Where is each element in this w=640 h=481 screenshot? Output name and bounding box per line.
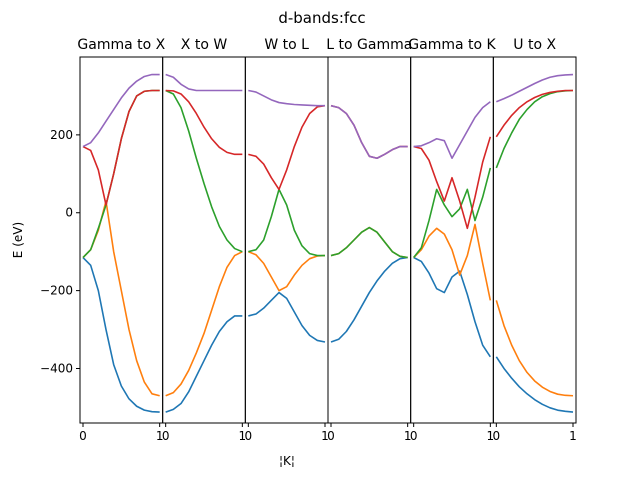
- panel-title: U to X: [513, 37, 556, 53]
- y-tick-label: 200: [50, 128, 73, 142]
- x-tick-label: 0: [79, 429, 87, 443]
- panel-title: Gamma to X: [77, 37, 165, 53]
- band-line-5: [165, 73, 243, 92]
- x-tick-label: 1: [487, 429, 495, 443]
- band-line-5: [330, 104, 408, 160]
- band-line-1: [248, 291, 326, 343]
- band-line-2: [165, 250, 243, 397]
- panel-title: X to W: [181, 37, 228, 53]
- x-tick-label: 1: [569, 429, 577, 443]
- x-tick-label: 0: [410, 429, 418, 443]
- band-line-5: [248, 89, 325, 107]
- figure-title: d-bands:fcc: [278, 9, 365, 27]
- band-line-4: [165, 89, 243, 156]
- band-line-2: [248, 250, 326, 292]
- y-tick-label: −400: [40, 361, 73, 375]
- band-line-4: [413, 136, 492, 230]
- band-line-4: [495, 89, 573, 138]
- x-tick-label: 1: [239, 429, 247, 443]
- panel-frame: [492, 56, 577, 424]
- band-line-3: [165, 89, 243, 253]
- x-tick-label: 0: [245, 429, 253, 443]
- x-tick-label: 1: [156, 429, 164, 443]
- panel-title: Gamma to K: [408, 37, 496, 53]
- band-line-4: [82, 89, 160, 206]
- band-line-2: [413, 223, 492, 301]
- band-line-4: [248, 104, 326, 191]
- y-tick-label: 0: [65, 206, 73, 220]
- band-line-1: [165, 315, 243, 413]
- band-line-5: [82, 73, 160, 148]
- y-tick-label: −200: [40, 284, 73, 298]
- panel-title: W to L: [264, 37, 309, 53]
- band-line-1: [330, 256, 408, 343]
- band-line-3: [330, 226, 408, 259]
- band-line-5: [496, 73, 574, 103]
- band-line-1: [82, 256, 160, 413]
- band-line-2: [495, 300, 574, 397]
- band-line-5: [413, 101, 491, 160]
- band-line-3: [248, 188, 325, 257]
- x-axis-label: ¦K¦: [279, 454, 295, 468]
- band-line-1: [495, 356, 574, 413]
- x-tick-label: 1: [404, 429, 412, 443]
- x-tick-label: 0: [493, 429, 501, 443]
- x-tick-label: 0: [162, 429, 170, 443]
- band-line-1: [413, 256, 491, 358]
- x-tick-label: 0: [327, 429, 335, 443]
- band-line-3: [413, 167, 492, 259]
- x-tick-label: 1: [321, 429, 329, 443]
- panel-title: L to Gamma: [326, 37, 412, 53]
- y-axis-label: E (eV): [11, 222, 25, 258]
